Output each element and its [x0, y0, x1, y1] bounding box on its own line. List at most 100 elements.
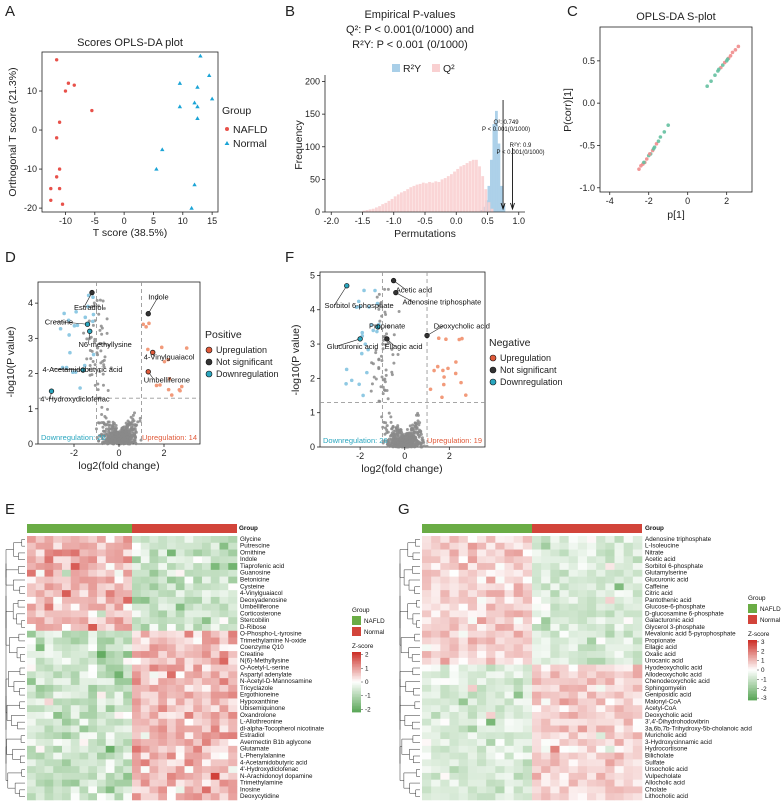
- cell-1-2: [440, 542, 450, 550]
- cell-13-15: [158, 624, 168, 632]
- cell-30-4: [458, 739, 469, 747]
- cell-19-1: [431, 664, 441, 672]
- cell-17-4: [62, 651, 72, 659]
- cell-14-12: [532, 630, 542, 638]
- cell-13-17: [175, 624, 185, 632]
- cell-37-13: [541, 786, 551, 794]
- cell-16-22: [623, 644, 634, 652]
- cell-35-21: [614, 772, 624, 780]
- c-point-30: [717, 67, 721, 72]
- ns-point-517: [405, 437, 409, 441]
- cell-1-10: [114, 542, 124, 550]
- cell-31-4: [62, 745, 72, 753]
- dendro-link-12-14: [416, 620, 420, 628]
- a-nafld-point-10: [57, 186, 62, 191]
- cell-31-18: [587, 745, 597, 753]
- cell-12-17: [175, 617, 185, 625]
- cell-13-21: [210, 624, 220, 632]
- cell-14-19: [193, 630, 203, 638]
- cell-5-5: [70, 569, 80, 577]
- b-q2-bar-17: [415, 184, 419, 212]
- cell-36-21: [210, 779, 220, 787]
- cell-30-11: [522, 739, 533, 747]
- cell-19-17: [577, 664, 588, 672]
- cell-30-19: [596, 739, 606, 747]
- cell-33-6: [477, 759, 487, 767]
- cell-35-7: [486, 772, 496, 780]
- c-point-18: [709, 79, 713, 83]
- dendro-link-27-29: [412, 721, 420, 730]
- cell-10-9: [504, 603, 514, 611]
- cell-9-23: [228, 596, 238, 604]
- cell-8-0: [422, 590, 432, 598]
- cell-4-4: [458, 563, 469, 571]
- cell-12-0: [422, 617, 432, 625]
- cell-5-21: [614, 569, 624, 577]
- cell-25-8: [495, 705, 505, 713]
- legend-zscore-seg-26: [352, 691, 361, 693]
- cell-11-13: [541, 610, 551, 618]
- cell-27-2: [44, 718, 54, 726]
- ns-point-490: [391, 439, 395, 443]
- cell-1-19: [193, 542, 203, 550]
- ns-point-495: [393, 434, 397, 438]
- ns-mid-point-11: [102, 306, 106, 310]
- cell-22-15: [158, 684, 168, 692]
- cell-7-16: [167, 583, 177, 591]
- cell-34-6: [79, 766, 89, 774]
- cell-24-10: [114, 698, 124, 706]
- cell-2-9: [504, 549, 514, 557]
- cell-0-12: [532, 536, 542, 544]
- cell-31-15: [158, 745, 168, 753]
- cell-32-15: [158, 752, 168, 760]
- cell-9-3: [449, 596, 459, 604]
- dendro-link-7-9: [414, 586, 420, 594]
- b-ann-label2-0: P < 0.001(0/1000): [482, 127, 530, 133]
- cell-5-16: [167, 569, 177, 577]
- cell-14-18: [184, 630, 194, 638]
- cell-26-4: [62, 712, 72, 720]
- cell-24-2: [44, 698, 54, 706]
- a-legend-normal: Normal: [224, 138, 267, 150]
- cell-6-7: [486, 576, 496, 584]
- cell-20-2: [44, 671, 54, 679]
- cell-27-14: [149, 718, 159, 726]
- cell-4-2: [440, 563, 450, 571]
- cell-4-14: [149, 563, 159, 571]
- e-row-dendrogram: [5, 539, 25, 797]
- dendro-link-4-6: [412, 566, 420, 574]
- cell-10-6: [477, 603, 487, 611]
- cell-27-5: [467, 718, 478, 726]
- cell-6-17: [175, 576, 185, 584]
- cell-33-9: [504, 759, 514, 767]
- cell-16-4: [62, 644, 72, 652]
- y-tick-label-0: 0: [315, 207, 320, 217]
- cell-25-1: [35, 705, 45, 713]
- ns-mid-point-4: [93, 363, 97, 367]
- ns-mid-point-2: [85, 357, 89, 361]
- cell-22-17: [577, 684, 588, 692]
- ns-mid-point-12: [97, 312, 101, 316]
- cell-10-23: [228, 603, 238, 611]
- legend-group-label-0: NAFLD: [760, 606, 781, 613]
- cell-26-3: [449, 712, 459, 720]
- cell-8-2: [440, 590, 450, 598]
- cell-34-18: [587, 766, 597, 774]
- cell-15-0: [422, 637, 432, 645]
- label-point-0: [390, 277, 397, 284]
- cell-5-20: [605, 569, 615, 577]
- cell-21-16: [167, 678, 177, 686]
- cell-20-19: [193, 671, 203, 679]
- cell-3-19: [193, 556, 203, 564]
- cell-37-11: [123, 786, 133, 794]
- cell-33-5: [467, 759, 478, 767]
- cell-2-7: [88, 549, 98, 557]
- d-point-labels: IndoleEstradiolCreatineN6-methyllysine4-…: [40, 289, 195, 404]
- cell-10-2: [44, 603, 54, 611]
- a-normal-point-10: [154, 166, 159, 171]
- cell-3-20: [605, 556, 615, 564]
- cell-17-15: [158, 651, 168, 659]
- cell-36-4: [62, 779, 72, 787]
- b-r2y-bar-9: [502, 205, 506, 212]
